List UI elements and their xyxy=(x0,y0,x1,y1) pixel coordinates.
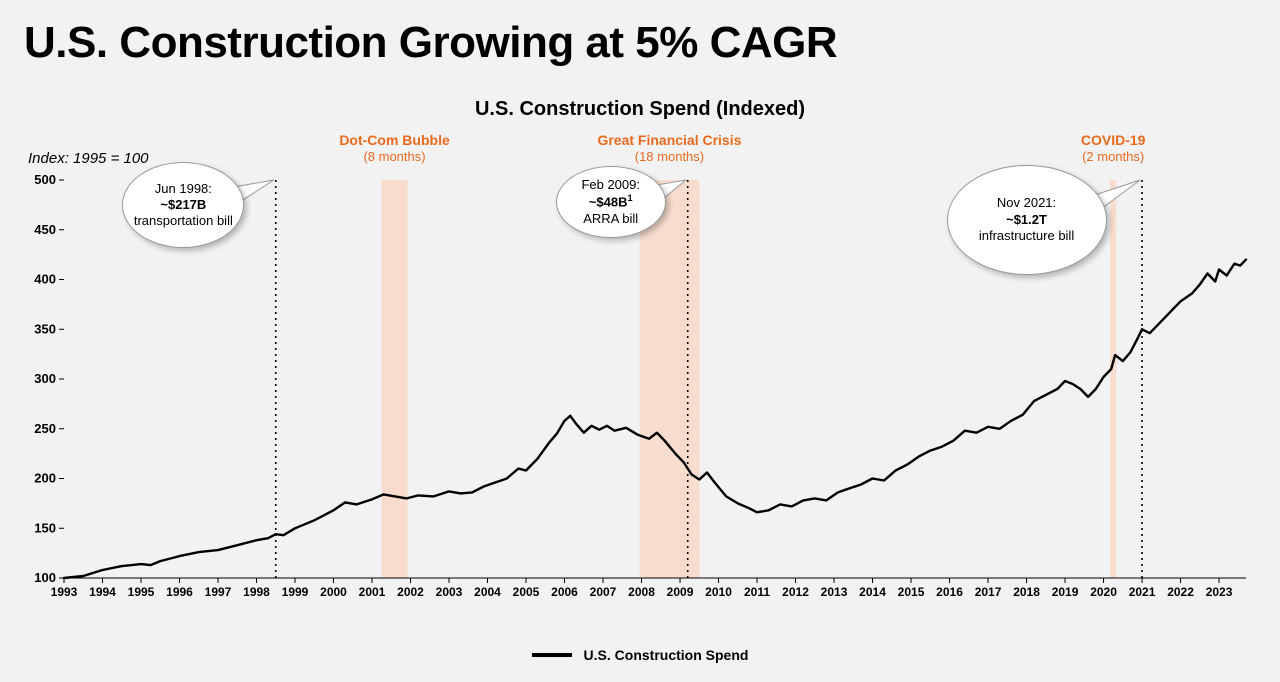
callout-amount: ~$48B1 xyxy=(581,193,640,211)
recession-duration: (8 months) xyxy=(275,149,515,165)
x-tick-label: 2015 xyxy=(898,585,925,599)
x-tick-label: 1994 xyxy=(89,585,116,599)
recession-duration: (2 months) xyxy=(993,149,1233,165)
chart-legend: U.S. Construction Spend xyxy=(0,644,1280,663)
recession-duration: (18 months) xyxy=(549,149,789,165)
y-tick-label: 300 xyxy=(34,371,56,386)
x-tick-label: 2008 xyxy=(628,585,655,599)
legend-label: U.S. Construction Spend xyxy=(584,647,749,663)
callout-amount: ~$217B xyxy=(134,197,233,213)
x-tick-label: 2009 xyxy=(667,585,694,599)
recession-label: Dot-Com Bubble(8 months) xyxy=(275,132,515,164)
callout-desc: ARRA bill xyxy=(581,211,640,227)
x-tick-label: 2010 xyxy=(705,585,732,599)
x-tick-label: 1998 xyxy=(243,585,270,599)
recession-band xyxy=(382,180,408,578)
y-tick-label: 500 xyxy=(34,172,56,187)
x-tick-label: 2017 xyxy=(975,585,1002,599)
x-tick-label: 1995 xyxy=(128,585,155,599)
x-tick-label: 2016 xyxy=(936,585,963,599)
recession-label: Great Financial Crisis(18 months) xyxy=(549,132,789,164)
x-tick-label: 1997 xyxy=(205,585,232,599)
callout-desc: transportation bill xyxy=(134,213,233,229)
recession-title: COVID-19 xyxy=(993,132,1233,149)
x-tick-label: 2012 xyxy=(782,585,809,599)
x-tick-label: 1993 xyxy=(51,585,78,599)
x-tick-label: 2005 xyxy=(513,585,540,599)
x-tick-label: 2023 xyxy=(1206,585,1233,599)
callout-bubble: Jun 1998:~$217Btransportation bill xyxy=(122,162,244,248)
y-tick-label: 450 xyxy=(34,222,56,237)
chart-area: 100 150 200 250 300 350 400 450 500 1993 1994 1995 1… xyxy=(24,168,1256,608)
recession-band xyxy=(1110,180,1116,578)
recession-title: Dot-Com Bubble xyxy=(275,132,515,149)
callout-date: Nov 2021: xyxy=(979,195,1074,211)
x-tick-label: 2022 xyxy=(1167,585,1194,599)
callout-date: Feb 2009: xyxy=(581,177,640,193)
x-tick-label: 2007 xyxy=(590,585,617,599)
page-title: U.S. Construction Growing at 5% CAGR xyxy=(24,18,837,68)
y-tick-label: 100 xyxy=(34,570,56,585)
legend-swatch xyxy=(532,653,572,657)
recession-band xyxy=(640,180,700,578)
x-tick-label: 1996 xyxy=(166,585,193,599)
recession-title: Great Financial Crisis xyxy=(549,132,789,149)
x-tick-label: 2013 xyxy=(821,585,848,599)
chart-title: U.S. Construction Spend (Indexed) xyxy=(0,98,1280,121)
x-tick-label: 2020 xyxy=(1090,585,1117,599)
callout-bubble: Nov 2021:~$1.2Tinfrastructure bill xyxy=(947,165,1107,275)
callout-desc: infrastructure bill xyxy=(979,228,1074,244)
x-tick-label: 2021 xyxy=(1129,585,1156,599)
y-tick-label: 250 xyxy=(34,421,56,436)
callout-bubble: Feb 2009:~$48B1ARRA bill xyxy=(556,166,666,238)
x-tick-label: 2011 xyxy=(744,585,770,599)
y-tick-label: 150 xyxy=(34,520,56,535)
x-tick-label: 2014 xyxy=(859,585,886,599)
slide: U.S. Construction Growing at 5% CAGR U.S… xyxy=(0,0,1280,682)
y-tick-label: 400 xyxy=(34,272,56,287)
x-tick-label: 2000 xyxy=(320,585,347,599)
x-tick-label: 2001 xyxy=(359,585,386,599)
x-tick-label: 2003 xyxy=(436,585,463,599)
callout-date: Jun 1998: xyxy=(134,181,233,197)
x-tick-label: 2006 xyxy=(551,585,578,599)
x-tick-label: 1999 xyxy=(282,585,309,599)
x-tick-label: 2004 xyxy=(474,585,501,599)
recession-label: COVID-19(2 months) xyxy=(993,132,1233,164)
index-note: Index: 1995 = 100 xyxy=(28,150,149,167)
y-tick-label: 200 xyxy=(34,471,56,486)
x-tick-label: 2018 xyxy=(1013,585,1040,599)
callout-amount: ~$1.2T xyxy=(979,212,1074,228)
y-tick-label: 350 xyxy=(34,321,56,336)
x-tick-label: 2002 xyxy=(397,585,424,599)
x-tick-label: 2019 xyxy=(1052,585,1079,599)
